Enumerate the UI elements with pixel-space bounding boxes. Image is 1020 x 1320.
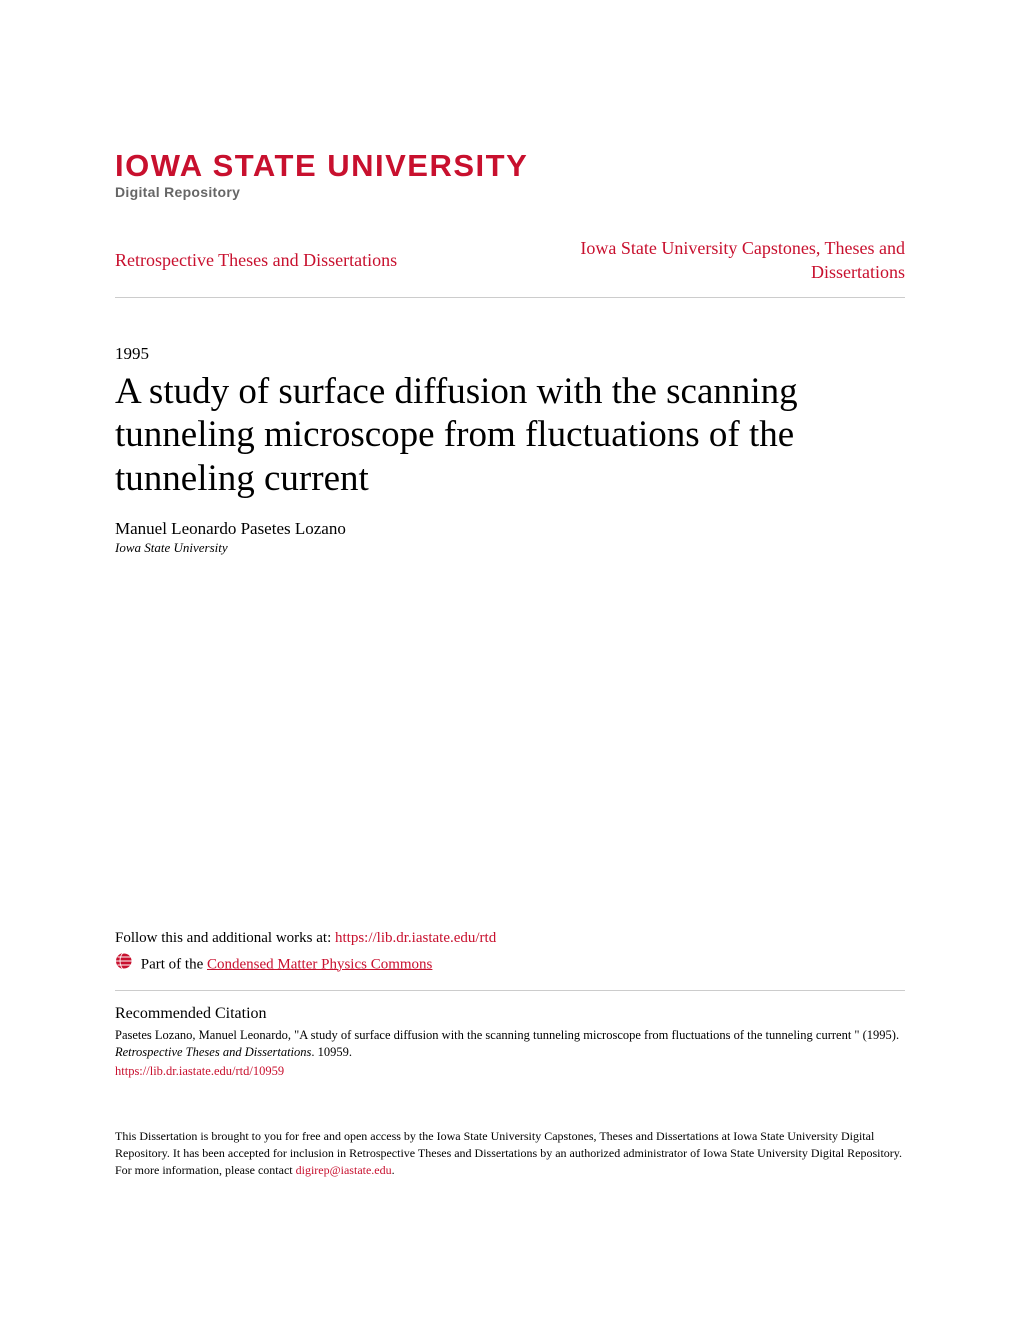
citation-heading: Recommended Citation bbox=[115, 1005, 905, 1023]
repository-url-link[interactable]: https://lib.dr.iastate.edu/rtd bbox=[335, 930, 496, 946]
section-divider bbox=[115, 990, 905, 991]
contact-email-link[interactable]: digirep@iastate.edu bbox=[296, 1163, 392, 1177]
network-icon bbox=[115, 952, 133, 978]
citation-pre: Pasetes Lozano, Manuel Leonardo, "A stud… bbox=[115, 1028, 899, 1042]
follow-section: Follow this and additional works at: htt… bbox=[115, 926, 905, 978]
part-of-prefix: Part of the bbox=[141, 956, 207, 972]
commons-link[interactable]: Condensed Matter Physics Commons bbox=[207, 956, 432, 972]
publication-year: 1995 bbox=[115, 344, 905, 364]
collection-link-left[interactable]: Retrospective Theses and Dissertations bbox=[115, 250, 397, 271]
follow-prefix: Follow this and additional works at: bbox=[115, 930, 335, 946]
document-title: A study of surface diffusion with the sc… bbox=[115, 370, 905, 501]
citation-post: . 10959. bbox=[311, 1045, 352, 1059]
breadcrumb: Retrospective Theses and Dissertations I… bbox=[115, 218, 905, 298]
author-affiliation: Iowa State University bbox=[115, 540, 905, 556]
footer-text-pre: This Dissertation is brought to you for … bbox=[115, 1129, 902, 1177]
collection-link-right[interactable]: Iowa State University Capstones, Theses … bbox=[545, 236, 905, 285]
citation-text: Pasetes Lozano, Manuel Leonardo, "A stud… bbox=[115, 1027, 905, 1081]
citation-series: Retrospective Theses and Dissertations bbox=[115, 1045, 311, 1059]
university-name: IOWA STATE UNIVERSITY bbox=[115, 150, 905, 181]
citation-url-link[interactable]: https://lib.dr.iastate.edu/rtd/10959 bbox=[115, 1063, 905, 1081]
footer-access-note: This Dissertation is brought to you for … bbox=[115, 1128, 905, 1178]
repository-subtitle: Digital Repository bbox=[115, 184, 905, 200]
repository-logo: IOWA STATE UNIVERSITY Digital Repository bbox=[115, 150, 905, 200]
footer-text-post: . bbox=[392, 1163, 395, 1177]
author-name: Manuel Leonardo Pasetes Lozano bbox=[115, 519, 905, 539]
